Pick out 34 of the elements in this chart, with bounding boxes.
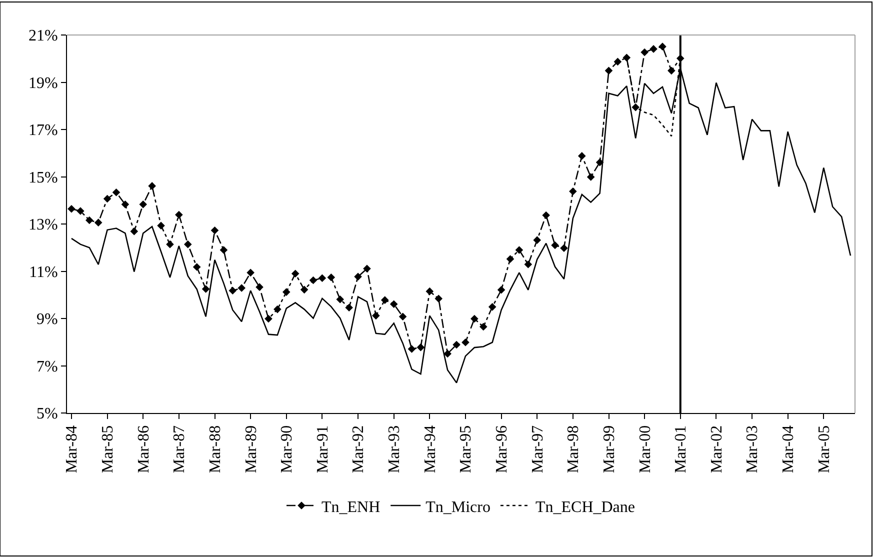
y-tick-label: 21% [28, 28, 58, 45]
x-tick-label: Mar-00 [636, 425, 654, 474]
y-tick-label: 15% [28, 169, 58, 186]
y-tick-label: 11% [29, 264, 58, 281]
y-tick-label: 7% [36, 358, 58, 376]
x-tick-label: Mar-03 [744, 425, 762, 474]
x-tick-label: Mar-89 [242, 425, 260, 474]
legend-label: Tn_ECH_Dane [535, 498, 636, 516]
x-tick-label: Mar-92 [350, 425, 368, 474]
x-tick-label: Mar-90 [278, 425, 296, 474]
x-tick-label: Mar-85 [100, 425, 116, 474]
x-tick-label: Mar-96 [494, 425, 510, 474]
x-tick-label: Mar-01 [672, 425, 690, 474]
legend-label: Tn_ENH [322, 498, 381, 516]
x-tick-label: Mar-99 [600, 425, 618, 474]
x-tick-label: Mar-84 [64, 425, 81, 474]
x-tick-label: Mar-87 [171, 425, 188, 474]
x-tick-label: Mar-97 [529, 425, 546, 474]
x-tick-label: Mar-05 [816, 425, 833, 474]
y-tick-label: 17% [28, 122, 58, 140]
y-tick-label: 13% [28, 216, 58, 234]
x-tick-label: Mar-04 [780, 425, 798, 474]
y-tick-label: 5% [36, 406, 58, 423]
x-tick-label: Mar-98 [565, 425, 582, 474]
x-tick-label: Mar-02 [708, 425, 726, 474]
x-tick-label: Mar-95 [458, 425, 475, 474]
y-tick-label: 9% [36, 311, 58, 328]
x-tick-label: Mar-91 [314, 425, 332, 474]
x-tick-label: Mar-93 [386, 425, 404, 474]
x-tick-label: Mar-86 [135, 425, 152, 474]
x-tick-label: Mar-88 [206, 425, 224, 474]
x-tick-label: Mar-94 [422, 425, 439, 474]
legend-label: Tn_Micro [426, 498, 490, 516]
y-tick-label: 19% [28, 74, 58, 92]
